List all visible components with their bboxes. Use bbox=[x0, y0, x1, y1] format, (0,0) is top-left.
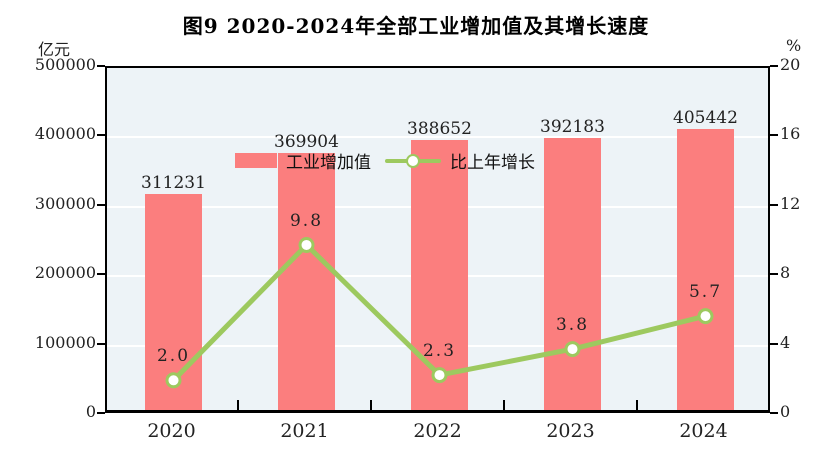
bar-swatch-icon bbox=[235, 153, 277, 168]
x-axis-tick bbox=[370, 400, 372, 410]
left-axis-tick bbox=[97, 134, 105, 137]
left-axis-tick bbox=[97, 412, 105, 414]
right-axis-tick bbox=[770, 65, 778, 67]
legend-item-bar: 工业增加值 bbox=[235, 148, 371, 173]
x-axis-label-2024: 2024 bbox=[679, 420, 728, 442]
chart-title: 图9 2020-2024年全部工业增加值及其增长速度 bbox=[182, 14, 650, 38]
left-axis-tick-label: 200000 bbox=[34, 263, 96, 283]
left-axis-tick bbox=[97, 273, 105, 276]
bar-value-label: 388652 bbox=[407, 119, 472, 140]
left-axis-tick-label: 400000 bbox=[34, 124, 96, 144]
line-series bbox=[165, 236, 714, 389]
left-axis-tick-label: 300000 bbox=[34, 193, 96, 213]
right-axis-tick-label: 8 bbox=[780, 263, 791, 283]
bar-value-label: 311231 bbox=[141, 173, 206, 193]
line-swatch-icon bbox=[385, 153, 441, 169]
left-axis-tick bbox=[97, 203, 105, 206]
right-axis-tick bbox=[770, 412, 778, 414]
left-axis-tick-label: 100000 bbox=[34, 332, 96, 352]
line-value-label: 5.7 bbox=[688, 282, 723, 303]
legend-label-bar: 工业增加值 bbox=[286, 153, 371, 173]
right-axis-tick-label: 0 bbox=[780, 402, 791, 421]
gridline bbox=[107, 136, 768, 139]
bar-value-label: 392183 bbox=[540, 116, 605, 137]
right-axis-unit-label: % bbox=[786, 36, 802, 55]
plot-area: 311231 369904 388652 392183 405442 2.0 9.8 2.3 3… bbox=[105, 66, 770, 413]
line-marker-2020 bbox=[165, 372, 182, 389]
right-axis-tick-label: 16 bbox=[780, 124, 801, 144]
x-axis-label-2021: 2021 bbox=[280, 420, 329, 442]
right-axis-tick-label: 4 bbox=[780, 332, 791, 352]
bar-value-label: 405442 bbox=[673, 107, 738, 128]
x-axis-label-2023: 2023 bbox=[546, 420, 595, 442]
line-marker-2024 bbox=[697, 308, 714, 325]
right-axis-tick-label: 20 bbox=[780, 55, 801, 74]
legend-label-line: 比上年增长 bbox=[450, 153, 535, 173]
line-marker-2022 bbox=[431, 367, 448, 384]
bar-2024 bbox=[677, 128, 734, 410]
line-marker-2021 bbox=[298, 236, 315, 253]
right-axis-tick-label: 12 bbox=[780, 193, 801, 213]
line-value-label: 2.3 bbox=[422, 341, 457, 362]
right-axis-tick bbox=[770, 134, 778, 137]
line-value-label: 3.8 bbox=[555, 315, 590, 336]
legend-item-line: 比上年增长 bbox=[385, 148, 535, 173]
left-axis-tick bbox=[97, 65, 105, 67]
left-axis-tick bbox=[97, 342, 105, 345]
line-value-label: 9.8 bbox=[289, 210, 324, 231]
x-axis-tick bbox=[636, 400, 638, 410]
legend: 工业增加值 比上年增长 bbox=[235, 148, 535, 173]
right-axis-tick bbox=[770, 342, 778, 345]
left-axis-unit-label: 亿元 bbox=[38, 40, 71, 59]
bar-2023 bbox=[544, 137, 601, 410]
right-axis-tick bbox=[770, 203, 778, 206]
bar-2022 bbox=[411, 140, 468, 410]
x-axis-tick bbox=[237, 400, 239, 410]
bar-value-label: 369904 bbox=[274, 132, 339, 153]
left-axis-tick-label: 500000 bbox=[34, 55, 96, 74]
x-axis-label-2020: 2020 bbox=[147, 420, 196, 442]
line-marker-2023 bbox=[564, 341, 581, 358]
bar-2021 bbox=[278, 153, 335, 410]
right-axis-tick bbox=[770, 273, 778, 276]
x-axis-tick bbox=[503, 400, 505, 410]
line-value-label: 2.0 bbox=[156, 346, 191, 367]
x-axis-label-2022: 2022 bbox=[413, 420, 462, 442]
left-axis-tick-label: 0 bbox=[85, 402, 96, 421]
